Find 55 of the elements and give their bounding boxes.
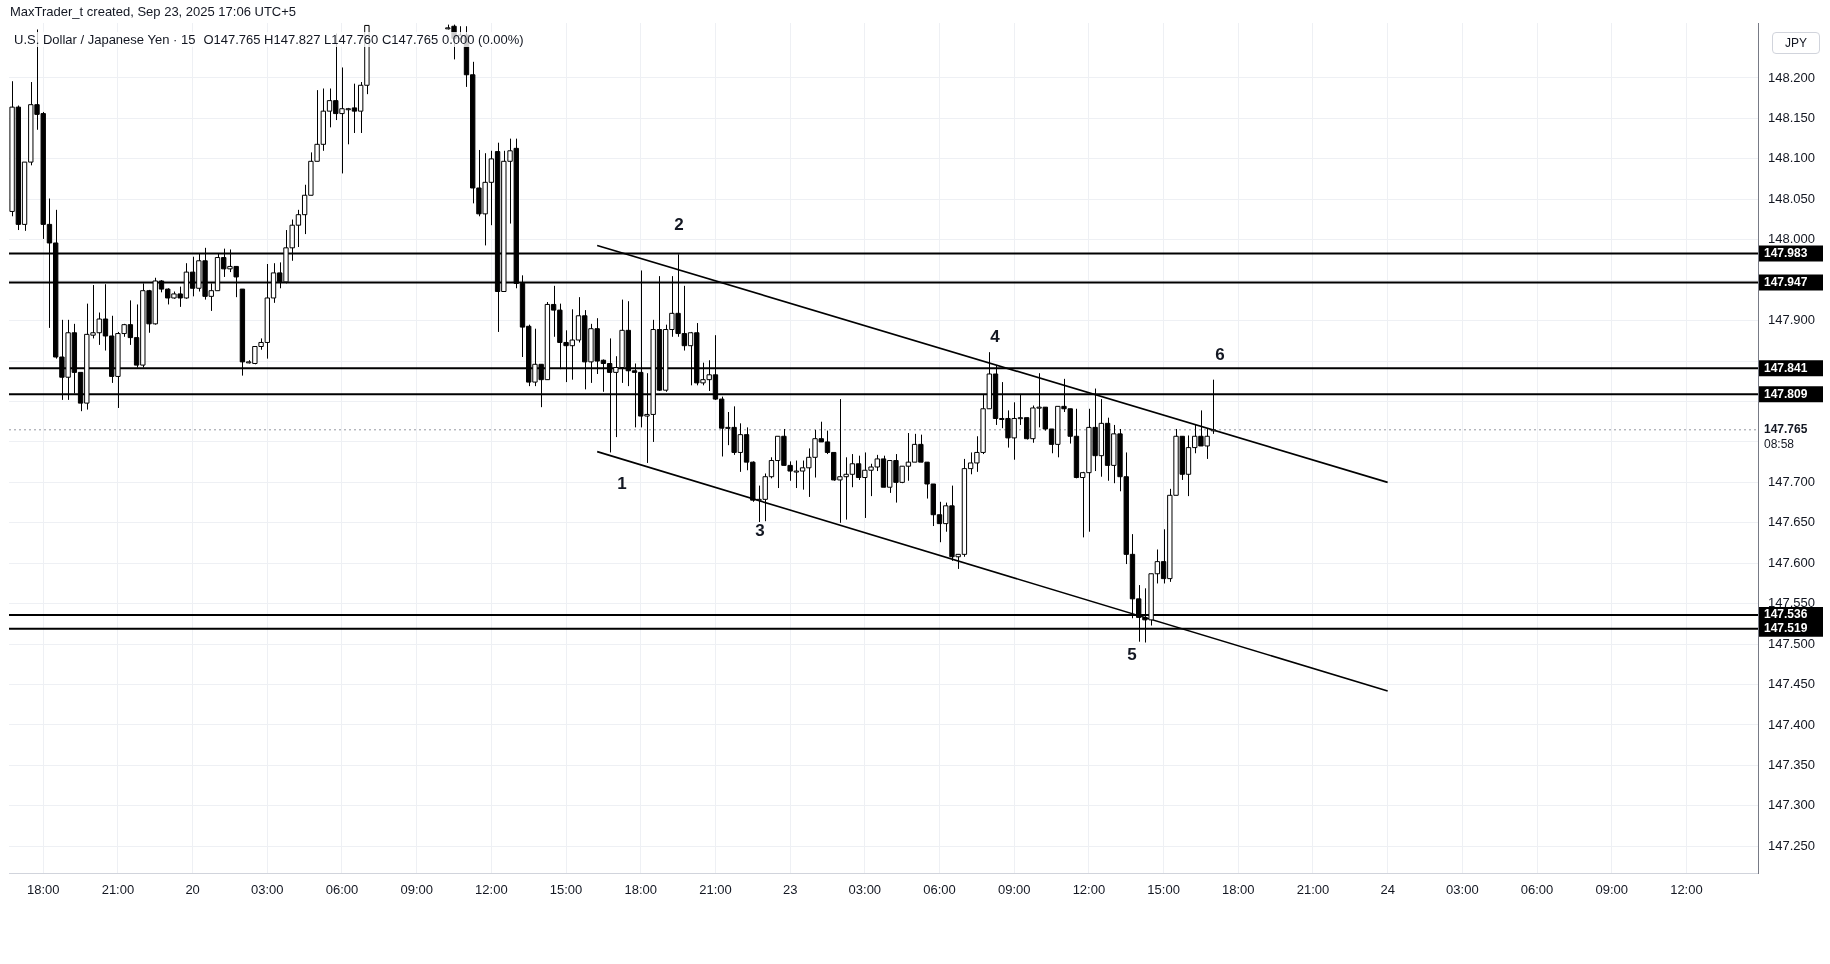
x-tick-label: 03:00 [1446,882,1479,898]
x-tick-label: 24 [1380,882,1395,898]
x-tick-label: 15:00 [1147,882,1180,898]
y-axis-title: JPY [1771,32,1820,54]
ref-line-label: 147.536 [1764,607,1808,622]
text: U.S. Dollar / Japanese Yen · 15 [14,32,196,47]
annotation: 1 [617,473,627,493]
x-tick-label: 03:00 [251,882,284,898]
x-tick-label: 21:00 [101,882,135,898]
x-tick-label: 09:00 [1595,882,1628,898]
x-tick-label: 23 [782,882,798,898]
y-tick-label: 148.000 [1768,231,1815,247]
y-tick-label: 148.050 [1768,190,1815,206]
y-tick-label: 147.900 [1768,312,1815,328]
ref-line-label: 147.809 [1764,386,1808,401]
y-tick-label: 148.200 [1768,69,1815,85]
y-tick-label: 147.500 [1768,635,1815,651]
annotation: 6 [1215,344,1225,364]
ref-line-label: 147.765 08:58 [1764,422,1808,452]
text: MaxTrader_t created, Sep 23, 2025 17:06 UTC+5 [10,4,297,19]
y-tick-label: 147.350 [1768,757,1815,773]
ref-line-label: 147.841 [1764,360,1808,375]
y-tick-label: 147.450 [1768,676,1815,692]
x-tick-label: 12:00 [475,882,508,898]
annotation: 2 [674,214,684,234]
annotation: 5 [1127,644,1137,664]
x-tick-label: 18:00 [26,882,60,898]
x-tick-label: 21:00 [699,882,732,898]
x-tick-label: 18:00 [1222,882,1255,898]
y-tick-label: 148.150 [1768,110,1815,126]
x-tick-label: 12:00 [1072,882,1106,898]
ref-line-label: 147.983 [1764,245,1808,260]
x-tick-label: 12:00 [1670,882,1703,898]
ref-line-label: 147.947 [1764,274,1808,289]
x-tick-label: 15:00 [549,882,583,898]
y-tick-label: 147.300 [1768,797,1815,813]
annotation: 3 [755,520,765,540]
x-tick-label: 18:00 [624,882,658,898]
x-tick-label: 20 [185,882,200,898]
x-tick-label: 06:00 [1520,882,1554,898]
y-tick-label: 147.250 [1768,837,1815,853]
y-tick-label: 147.700 [1768,473,1815,489]
x-tick-label: 09:00 [400,882,433,898]
y-tick-label: 147.400 [1768,716,1815,732]
y-tick-label: 147.650 [1768,514,1815,530]
annotation: 4 [990,326,1001,346]
text: O147.765 H147.827 L147.760 C147.765 0.000 (0.00%) [203,32,524,47]
x-tick-label: 03:00 [848,882,882,898]
x-tick-label: 06:00 [325,882,359,898]
ref-line-label: 147.519 [1764,621,1808,636]
x-tick-label: 21:00 [1296,882,1330,898]
x-tick-label: 09:00 [997,882,1031,898]
x-tick-label: 06:00 [923,882,956,898]
y-tick-label: 147.600 [1768,554,1815,570]
y-tick-label: 148.100 [1768,150,1815,166]
